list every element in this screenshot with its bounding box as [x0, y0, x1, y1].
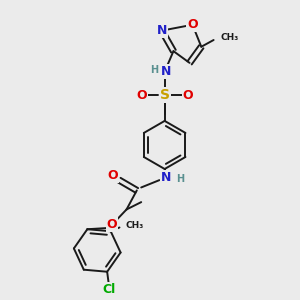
Text: N: N	[161, 171, 171, 184]
Text: O: O	[107, 169, 118, 182]
Text: O: O	[106, 218, 117, 231]
Text: H: H	[150, 65, 158, 75]
Text: O: O	[136, 88, 146, 102]
Text: N: N	[161, 65, 172, 78]
Text: O: O	[187, 18, 198, 31]
Text: CH₃: CH₃	[220, 34, 238, 43]
Text: H: H	[176, 174, 184, 184]
Text: O: O	[183, 88, 194, 102]
Text: N: N	[157, 24, 167, 37]
Text: CH₃: CH₃	[125, 221, 144, 230]
Text: Cl: Cl	[103, 283, 116, 296]
Text: S: S	[160, 88, 170, 102]
